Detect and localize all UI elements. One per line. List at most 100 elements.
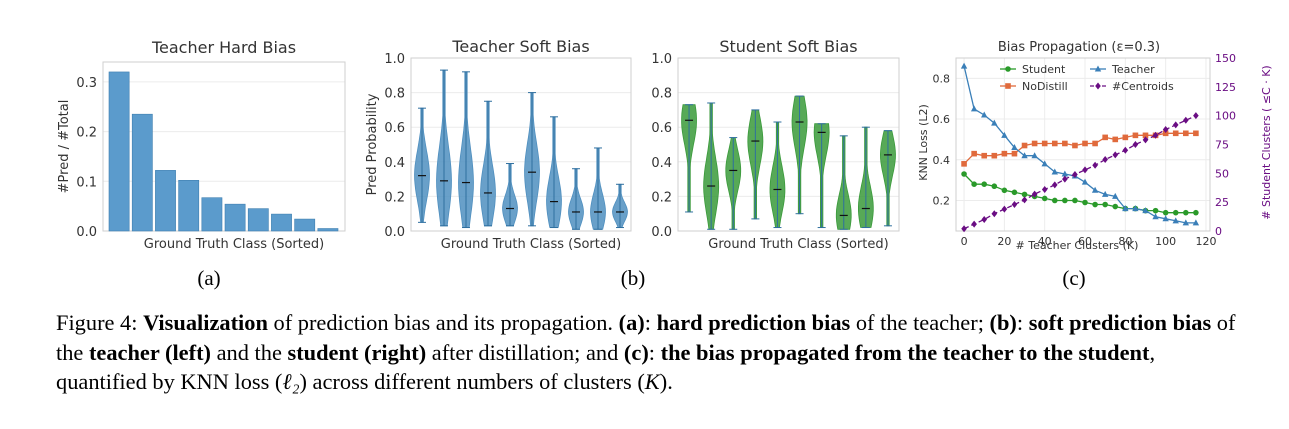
data-point [1041,140,1048,147]
y-tick-label: 0.6 [384,121,405,136]
data-point [1061,170,1069,177]
y-right-tick-label: 50 [1215,167,1229,180]
data-point [1152,213,1159,220]
data-point [1172,209,1179,216]
chart-title: Teacher Hard Bias [151,38,296,57]
y-tick-label: 1.0 [384,52,405,67]
y-tick-label: 0.4 [651,156,672,171]
data-point [1051,197,1058,204]
bar [271,213,292,232]
y-tick-label: 0.0 [384,225,405,240]
bar [108,71,130,232]
data-point [1162,215,1169,222]
y-tick-label: 0.2 [76,126,97,141]
data-point [1172,121,1179,129]
y-right-tick-label: 0 [1215,225,1222,238]
caption-bold-hard-bias: hard prediction bias [656,310,851,335]
figure-caption: Figure 4: Visualization of prediction bi… [56,308,1246,397]
y-right-tick-label: 125 [1215,81,1236,94]
data-point [991,183,998,190]
data-point [1051,140,1058,147]
subfigure-label: (c) [1062,266,1085,290]
data-point [1041,160,1048,167]
data-point [991,152,998,159]
x-axis-label: Ground Truth Class (Sorted) [708,237,888,252]
data-point [1122,205,1129,212]
plot-frame [410,57,632,232]
data-point [1001,131,1008,138]
y-right-tick-label: 25 [1215,196,1229,209]
y-tick-label: 0.2 [933,194,951,207]
data-point [1072,170,1078,178]
bar [224,203,246,232]
data-point [1001,187,1008,194]
x-tick-label: 120 [1195,235,1216,248]
legend-marker [1005,83,1011,89]
data-point [1162,209,1169,216]
data-point [1021,191,1028,198]
legend-marker [1095,82,1101,90]
caption-bold-b: (b) [989,310,1017,335]
bar [201,197,223,232]
caption-text: , quantified by KNN loss ( [56,339,1156,395]
subfigure-label: (a) [197,266,220,290]
chart-title: Student Soft Bias [719,37,857,56]
data-point [1031,190,1038,198]
caption-bold-a: (a) [618,310,645,335]
data-point [1193,112,1199,120]
caption-math-k: K [644,369,660,394]
caption-text: ). [659,369,673,394]
x-axis-label: Ground Truth Class (Sorted) [441,237,621,252]
caption-bold-c: (c) [623,339,649,365]
data-point [1011,150,1018,157]
data-point [981,181,988,187]
subfigure-label: (b) [621,266,646,290]
caption-bold-student: student (right) [287,339,427,365]
data-point [981,215,988,223]
data-point [1051,168,1058,175]
x-tick-label: 20 [997,235,1011,248]
x-axis-label: # Teacher Clusters (K) [1016,239,1139,252]
data-point [1031,140,1038,147]
data-point [1162,130,1169,137]
legend-label: NoDistill [1022,80,1068,93]
data-point [1183,209,1189,216]
legend-label: Teacher [1111,63,1155,76]
y-axis-label: #Pred / #Total [57,100,72,194]
data-point [1142,136,1149,144]
bar [294,218,316,232]
data-point [1072,197,1078,204]
data-point [1142,207,1149,214]
data-point [1041,195,1048,202]
chart-title: Teacher Soft Bias [451,37,589,56]
data-point [1112,192,1119,199]
data-point [1193,209,1199,216]
y-tick-label: 0.6 [651,121,672,136]
data-point [1011,189,1018,196]
data-point [971,150,977,157]
x-tick-label: 100 [1155,235,1176,248]
caption-text: : [644,310,657,335]
bar [247,208,269,232]
caption-text: of prediction bias and its propagation. [267,310,619,335]
x-tick-label: 40 [1038,235,1052,248]
data-point [961,171,967,177]
data-point [1021,196,1028,204]
data-point [1183,116,1189,124]
caption-text: of the [56,310,1236,365]
data-point [1091,186,1099,193]
y-right-axis-label: # Student Clusters ( ≤C · K) [1260,65,1273,219]
y-tick-label: 0.8 [651,87,672,102]
plot-frame [955,57,1211,232]
data-point [1102,155,1108,163]
data-point [1051,181,1058,189]
data-point [1192,219,1200,226]
caption-text: ) across different numbers of clusters ( [299,369,645,394]
data-point [1112,151,1119,159]
data-point [1162,126,1169,134]
chart-title: Bias Propagation (ε=0.3) [998,40,1160,55]
bar [317,228,339,232]
data-point [1072,142,1078,149]
y-right-tick-label: 100 [1215,110,1236,123]
data-point [1132,132,1139,139]
